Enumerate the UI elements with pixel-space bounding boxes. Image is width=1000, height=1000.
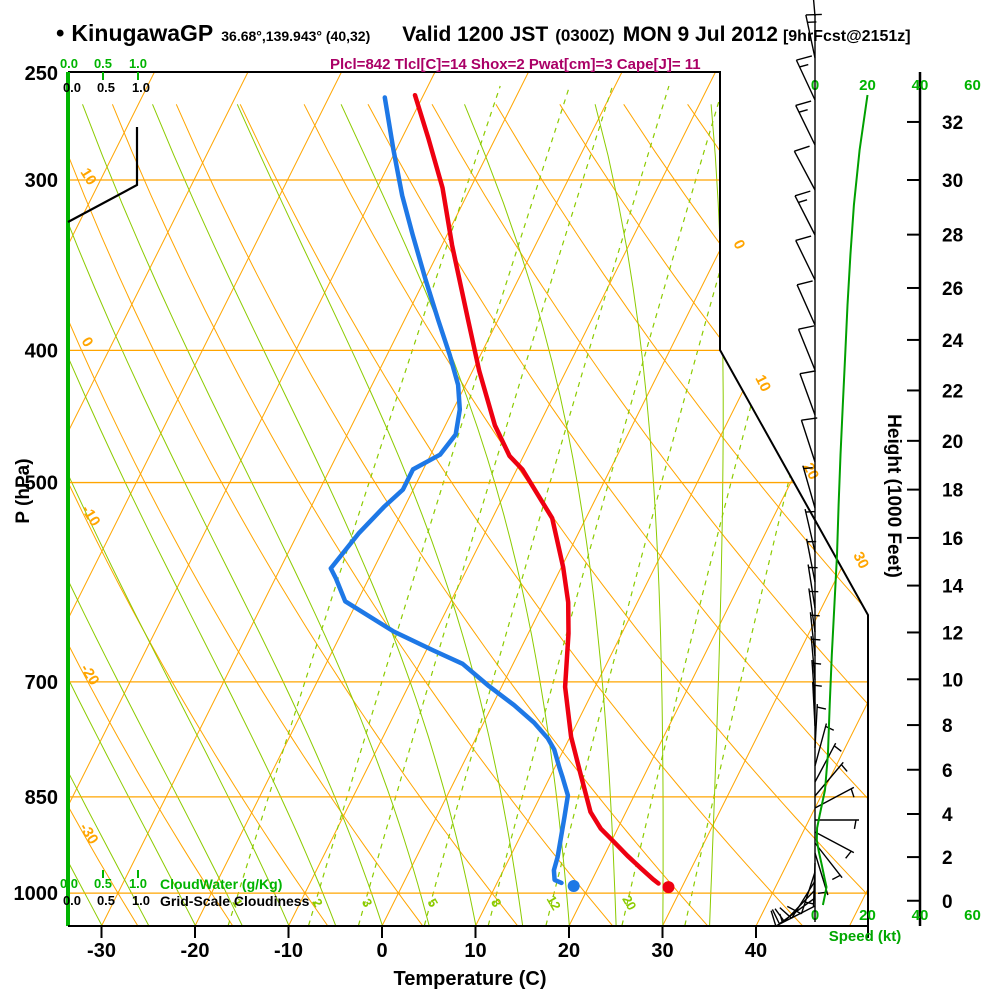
- svg-text:30: 30: [849, 549, 872, 572]
- svg-text:5: 5: [424, 896, 441, 910]
- svg-text:1.0: 1.0: [132, 893, 150, 908]
- svg-text:20: 20: [619, 893, 639, 913]
- svg-text:20: 20: [942, 432, 963, 453]
- svg-text:24: 24: [942, 331, 964, 352]
- svg-text:20: 20: [859, 77, 876, 94]
- svg-text:0.0: 0.0: [63, 80, 81, 95]
- pressure-gridlines: [68, 179, 868, 894]
- svg-text:1.0: 1.0: [129, 56, 147, 71]
- svg-text:2: 2: [309, 896, 326, 910]
- svg-text:1.0: 1.0: [132, 80, 150, 95]
- svg-text:10: 10: [942, 670, 963, 691]
- svg-text:60: 60: [964, 77, 981, 94]
- moist-adiabat-lines: [68, 104, 724, 926]
- surface-temperature-dot: [662, 881, 675, 894]
- valid-date: MON 9 Jul 2012: [622, 23, 778, 46]
- svg-text:8: 8: [488, 896, 505, 910]
- cloudwater-scale-title: CloudWater (g/Kg): [160, 876, 283, 892]
- dry-adiabat-lines: [68, 104, 868, 926]
- svg-text:1000: 1000: [14, 883, 59, 905]
- svg-text:30: 30: [942, 171, 963, 192]
- svg-text:-10: -10: [78, 502, 104, 529]
- svg-text:20: 20: [799, 460, 822, 483]
- svg-text:0.5: 0.5: [97, 893, 115, 908]
- svg-text:-30: -30: [87, 940, 116, 962]
- cloud-scale-labels: 0.0 0.0 0.0 0.0 0.5 0.5 0.5 0.5 1.0 1.0 1.0 1.0: [60, 56, 150, 908]
- svg-text:40: 40: [745, 940, 767, 962]
- svg-text:0.5: 0.5: [94, 876, 112, 891]
- cloudiness-profile: [67, 127, 139, 223]
- svg-text:10: 10: [751, 372, 774, 395]
- svg-text:-10: -10: [274, 940, 303, 962]
- pressure-axis-title: P (hPa): [13, 458, 34, 524]
- wind-barbs: [770, 0, 859, 927]
- station-bullet-icon: •: [56, 20, 65, 47]
- svg-text:400: 400: [25, 340, 58, 362]
- valid-time-utc: (0300Z): [555, 26, 615, 45]
- plot-border: [68, 71, 869, 927]
- height-axis-title: Height (1000 Feet): [883, 414, 904, 578]
- svg-text:30: 30: [651, 940, 673, 962]
- svg-text:0.0: 0.0: [60, 56, 78, 71]
- svg-text:500: 500: [25, 473, 58, 495]
- svg-text:16: 16: [942, 529, 963, 550]
- svg-text:250: 250: [25, 63, 58, 85]
- mixing-ratio-lines: [227, 85, 868, 926]
- svg-text:40: 40: [912, 907, 929, 924]
- svg-text:0: 0: [942, 892, 953, 913]
- svg-text:-20: -20: [181, 940, 210, 962]
- temperature-axis-title: Temperature (C): [393, 968, 547, 990]
- svg-text:20: 20: [859, 907, 876, 924]
- valid-time: Valid 1200 JST: [402, 23, 549, 46]
- svg-text:8: 8: [942, 716, 953, 737]
- page-title: • KinugawaGP 36.68°,139.943° (40,32) Val…: [56, 20, 911, 48]
- svg-text:6: 6: [942, 761, 953, 782]
- svg-text:-30: -30: [76, 820, 102, 847]
- grid-lines: [68, 72, 868, 926]
- svg-text:22: 22: [942, 381, 963, 402]
- svg-text:-20: -20: [77, 661, 103, 688]
- wind-speed-profile: [815, 94, 869, 906]
- speed-axis-title: Speed (kt): [828, 928, 902, 945]
- station-coordinates: 36.68°,139.943° (40,32): [221, 28, 371, 44]
- temperature-profile: [412, 92, 661, 886]
- pressure-tick-labels: 250 300 400 500 700 850 1000: [14, 63, 59, 905]
- svg-text:2: 2: [942, 848, 953, 869]
- svg-text:0: 0: [729, 237, 748, 252]
- svg-text:60: 60: [964, 907, 981, 924]
- svg-text:0.0: 0.0: [60, 876, 78, 891]
- svg-text:28: 28: [942, 226, 963, 247]
- svg-text:12: 12: [942, 623, 963, 644]
- surface-dewpoint-dot: [567, 879, 580, 892]
- svg-text:0.5: 0.5: [94, 56, 112, 71]
- stability-indices: Plcl=842 Tlcl[C]=14 Shox=2 Pwat[cm]=3 Ca…: [330, 56, 701, 73]
- svg-text:0.5: 0.5: [97, 80, 115, 95]
- station-name: KinugawaGP: [71, 20, 214, 46]
- svg-text:12: 12: [544, 893, 564, 913]
- svg-text:0: 0: [376, 940, 387, 962]
- svg-text:26: 26: [942, 279, 963, 300]
- svg-text:14: 14: [942, 577, 964, 598]
- svg-text:1.0: 1.0: [129, 876, 147, 891]
- svg-text:20: 20: [558, 940, 580, 962]
- isotherm-lines: [68, 72, 868, 926]
- svg-text:0.0: 0.0: [63, 893, 81, 908]
- svg-text:3: 3: [359, 896, 376, 910]
- forecast-hour: [9hrFcst@2151z]: [782, 28, 911, 45]
- svg-text:18: 18: [942, 481, 963, 502]
- svg-text:10: 10: [464, 940, 486, 962]
- svg-text:4: 4: [942, 805, 953, 826]
- svg-text:40: 40: [912, 77, 929, 94]
- svg-text:10: 10: [77, 165, 100, 188]
- svg-text:32: 32: [942, 113, 963, 134]
- svg-text:700: 700: [25, 672, 58, 694]
- dewpoint-profile: [328, 95, 571, 886]
- svg-text:300: 300: [25, 170, 58, 192]
- temperature-axis: -30 -20 -10 0 10 20 30 40: [68, 925, 869, 962]
- cloudiness-scale-title: Grid-Scale Cloudiness: [160, 893, 310, 909]
- svg-text:850: 850: [25, 787, 58, 809]
